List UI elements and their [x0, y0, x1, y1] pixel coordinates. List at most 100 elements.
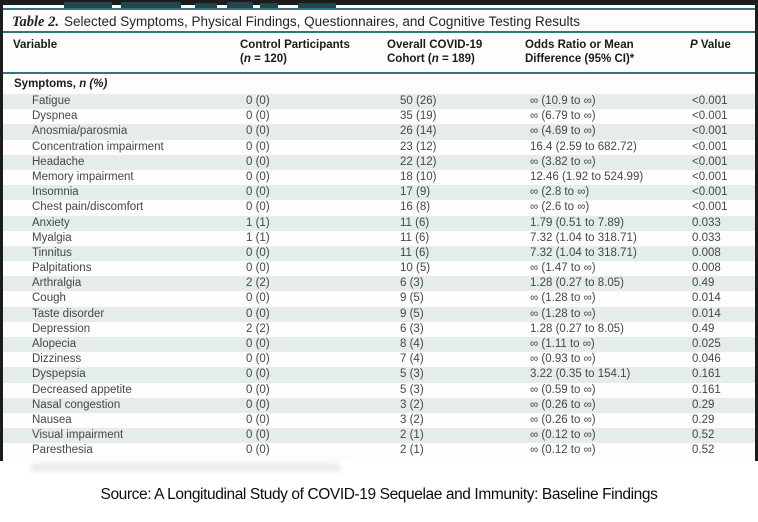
table-row: Concentration impairment 0 (0) 23 (12) 1…	[3, 140, 755, 155]
or-ci-cell: 1.28 (0.27 to 8.05)	[530, 322, 624, 335]
control-cell: 0 (0)	[246, 353, 270, 366]
control-cell: 2 (2)	[246, 322, 270, 335]
p-value-cell: 0.29	[692, 398, 715, 411]
control-cell: 0 (0)	[246, 125, 270, 138]
table-row: Memory impairment 0 (0) 18 (10) 12.46 (1…	[3, 170, 755, 185]
p-value-cell: <0.001	[692, 125, 728, 138]
variable-cell: Myalgia	[32, 231, 72, 244]
or-ci-cell: 7.32 (1.04 to 318.71)	[530, 231, 637, 244]
p-value-cell: 0.161	[692, 368, 721, 381]
table-row: Paresthesia 0 (0) 2 (1) ∞ (0.12 to ∞) 0.…	[3, 443, 755, 458]
or-ci-cell: ∞ (10.9 to ∞)	[530, 95, 596, 107]
variable-cell: Insomnia	[32, 186, 79, 199]
p-value-cell: 0.033	[692, 216, 721, 229]
control-cell: 0 (0)	[246, 338, 270, 350]
p-value-cell: 0.014	[692, 307, 721, 320]
control-cell: 0 (0)	[246, 140, 270, 153]
cohort-cell: 6 (3)	[400, 277, 424, 290]
control-cell: 0 (0)	[246, 413, 270, 426]
p-value-cell: <0.001	[692, 186, 728, 199]
cohort-cell: 3 (2)	[400, 413, 424, 426]
cohort-cell: 2 (1)	[400, 444, 424, 457]
column-header-odds-ratio: Odds Ratio or Mean Difference (95% CI)*	[525, 39, 635, 65]
table-row: Cough 0 (0) 9 (5) ∞ (1.28 to ∞) 0.014	[3, 291, 755, 306]
p-value-cell: <0.001	[692, 170, 728, 183]
source-caption: Source: A Longitudinal Study of COVID-19…	[100, 486, 658, 503]
control-cell: 2 (2)	[246, 277, 270, 290]
table-row: Chest pain/discomfort 0 (0) 16 (8) ∞ (2.…	[3, 200, 755, 215]
or-ci-cell: ∞ (0.93 to ∞)	[530, 353, 596, 366]
table-header: Variable Control Participants (n = 120) O…	[3, 33, 755, 72]
cohort-cell: 11 (6)	[400, 246, 430, 259]
cropped-footnote-smudge	[30, 464, 340, 471]
control-cell: 0 (0)	[246, 246, 270, 259]
table-scan-frame: Table 2. Selected Symptoms, Physical Find…	[0, 0, 758, 461]
or-ci-cell: ∞ (4.69 to ∞)	[530, 125, 596, 138]
table-row: Decreased appetite 0 (0) 5 (3) ∞ (0.59 t…	[3, 383, 755, 398]
or-ci-cell: ∞ (1.28 to ∞)	[530, 292, 596, 305]
table-row: Nasal congestion 0 (0) 3 (2) ∞ (0.26 to …	[3, 397, 755, 413]
p-value-cell: <0.001	[692, 95, 728, 107]
variable-cell: Headache	[32, 155, 85, 168]
variable-cell: Alopecia	[32, 338, 77, 350]
cropped-text-artifact	[195, 3, 217, 10]
table-row: Depression 2 (2) 6 (3) 1.28 (0.27 to 8.0…	[3, 322, 755, 337]
or-ci-cell: 1.28 (0.27 to 8.05)	[530, 277, 624, 290]
p-value-cell: 0.008	[692, 246, 721, 259]
variable-cell: Chest pain/discomfort	[32, 201, 144, 214]
column-header-cohort: Overall COVID-19 Cohort (n = 189)	[387, 39, 483, 65]
variable-cell: Depression	[32, 322, 91, 335]
or-ci-cell: ∞ (6.79 to ∞)	[530, 110, 596, 123]
table-row: Anxiety 1 (1) 11 (6) 1.79 (0.51 to 7.89)…	[3, 215, 755, 231]
table-row: Headache 0 (0) 22 (12) ∞ (3.82 to ∞) <0.…	[3, 154, 755, 170]
or-ci-cell: ∞ (0.26 to ∞)	[530, 413, 596, 426]
p-value-cell: <0.001	[692, 201, 728, 214]
variable-cell: Fatigue	[32, 95, 71, 107]
cohort-cell: 9 (5)	[400, 307, 424, 320]
column-header-control: Control Participants (n = 120)	[240, 39, 350, 65]
table-row: Tinnitus 0 (0) 11 (6) 7.32 (1.04 to 318.…	[3, 245, 755, 262]
p-value-cell: 0.046	[692, 353, 721, 366]
or-ci-cell: 12.46 (1.92 to 524.99)	[530, 170, 644, 183]
control-cell: 0 (0)	[246, 110, 270, 123]
or-ci-cell: 7.32 (1.04 to 318.71)	[530, 246, 637, 259]
table-title-label: Table 2.	[12, 14, 59, 30]
p-value-cell: <0.001	[692, 110, 728, 123]
control-cell: 0 (0)	[246, 383, 270, 396]
or-ci-cell: ∞ (2.6 to ∞)	[530, 201, 590, 214]
cohort-cell: 11 (6)	[400, 216, 430, 229]
p-value-cell: 0.014	[692, 292, 721, 305]
table-row: Dyspepsia 0 (0) 5 (3) 3.22 (0.35 to 154.…	[3, 367, 755, 383]
control-cell: 0 (0)	[246, 155, 270, 168]
or-ci-cell: ∞ (0.12 to ∞)	[530, 429, 596, 442]
or-ci-cell: 16.4 (2.59 to 682.72)	[530, 140, 637, 153]
cropped-text-artifact	[227, 2, 253, 9]
control-cell: 0 (0)	[246, 307, 270, 320]
variable-cell: Visual impairment	[32, 429, 124, 442]
control-cell: 0 (0)	[246, 292, 270, 305]
control-cell: 0 (0)	[246, 444, 270, 457]
section-header-symptoms: Symptoms, n (%)	[14, 78, 108, 90]
table-row: Alopecia 0 (0) 8 (4) ∞ (1.11 to ∞) 0.025	[3, 337, 755, 353]
control-cell: 1 (1)	[246, 216, 270, 229]
or-ci-cell: ∞ (0.26 to ∞)	[530, 398, 596, 411]
variable-cell: Palpitations	[32, 262, 92, 275]
cohort-cell: 5 (3)	[400, 383, 424, 396]
table-title: Table 2. Selected Symptoms, Physical Find…	[3, 12, 755, 31]
variable-cell: Memory impairment	[32, 170, 134, 183]
cohort-cell: 2 (1)	[400, 429, 424, 442]
p-value-cell: 0.49	[692, 277, 715, 290]
variable-cell: Dyspnea	[32, 110, 78, 123]
control-cell: 0 (0)	[246, 429, 270, 442]
or-ci-cell: 3.22 (0.35 to 154.1)	[530, 368, 631, 381]
cohort-cell: 16 (8)	[400, 201, 431, 214]
cohort-cell: 18 (10)	[400, 170, 437, 183]
table-row: Dyspnea 0 (0) 35 (19) ∞ (6.79 to ∞) <0.0…	[3, 109, 755, 124]
control-cell: 0 (0)	[246, 398, 270, 411]
table-row: Visual impairment 0 (0) 2 (1) ∞ (0.12 to…	[3, 428, 755, 444]
table-row: Palpitations 0 (0) 10 (5) ∞ (1.47 to ∞) …	[3, 261, 755, 276]
table-row: Myalgia 1 (1) 11 (6) 7.32 (1.04 to 318.7…	[3, 231, 755, 246]
cropped-text-artifact	[260, 3, 278, 9]
control-cell: 0 (0)	[246, 262, 270, 275]
p-value-cell: 0.29	[692, 413, 715, 426]
